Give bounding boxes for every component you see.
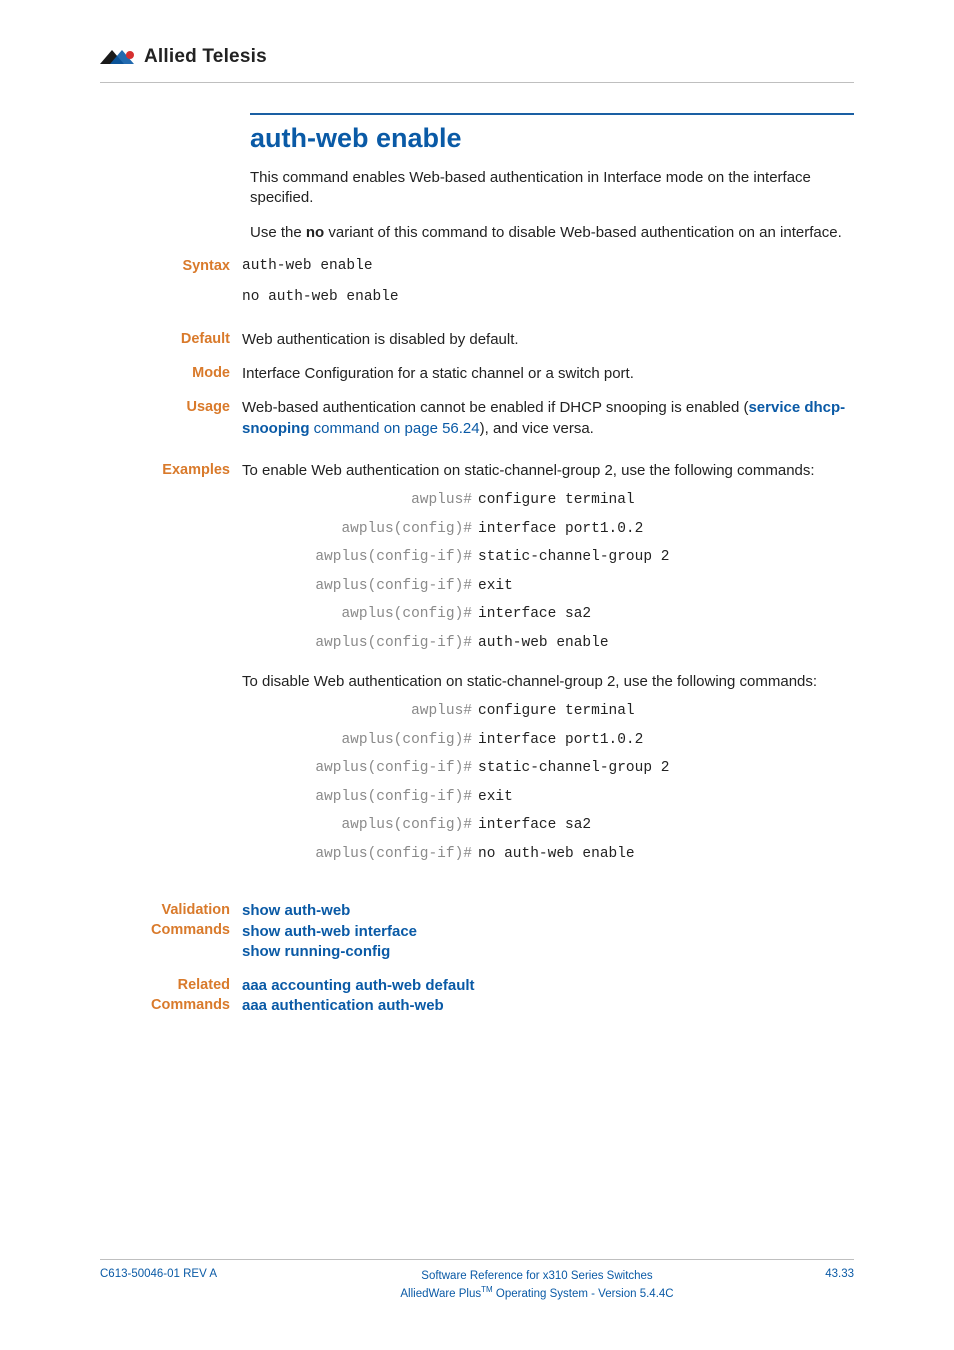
command-row: awplus#configure terminal (242, 704, 854, 719)
default-text: Web authentication is disabled by defaul… (242, 330, 854, 350)
header-rule (100, 82, 854, 83)
command: configure terminal (478, 493, 635, 508)
intro2-pre: Use the (250, 224, 306, 241)
section-validation: Validation Commands show auth-webshow au… (250, 901, 854, 962)
command-row: awplus(config)#interface port1.0.2 (242, 733, 854, 748)
logo-mark (100, 48, 138, 66)
syntax-line2: no auth-web enable (242, 288, 854, 308)
command: auth-web enable (478, 636, 609, 651)
prompt: awplus(config-if)# (242, 636, 478, 651)
footer-left: C613-50046-01 REV A (100, 1268, 300, 1280)
label-default: Default (100, 330, 242, 350)
title-rule (250, 113, 854, 115)
reference-link[interactable]: aaa authentication auth-web (242, 996, 854, 1016)
section-related: Related Commands aaa accounting auth-web… (250, 976, 854, 1017)
label-validation: Validation Commands (100, 901, 242, 940)
section-examples: Examples To enable Web authentication on… (250, 461, 854, 882)
command: interface sa2 (478, 818, 591, 833)
validation-links: show auth-webshow auth-web interfaceshow… (242, 901, 854, 962)
prompt: awplus(config)# (242, 607, 478, 622)
logo: Allied Telesis (100, 46, 854, 68)
content: auth-web enable This command enables Web… (250, 113, 854, 1017)
prompt: awplus(config-if)# (242, 550, 478, 565)
command-row: awplus(config-if)#exit (242, 790, 854, 805)
command: configure terminal (478, 704, 635, 719)
footer-center-1: Software Reference for x310 Series Switc… (300, 1268, 774, 1284)
command: exit (478, 790, 513, 805)
command: static-channel-group 2 (478, 550, 669, 565)
usage-link-page[interactable]: command on page 56.24 (310, 420, 480, 437)
label-related: Related Commands (100, 976, 242, 1015)
command-row: awplus(config-if)#auth-web enable (242, 636, 854, 651)
prompt: awplus# (242, 493, 478, 508)
enable-command-table: awplus#configure terminalawplus(config)#… (242, 493, 854, 650)
reference-link[interactable]: show running-config (242, 942, 854, 962)
usage-text: Web-based authentication cannot be enabl… (242, 398, 854, 439)
examples-enable-intro: To enable Web authentication on static-c… (242, 461, 854, 481)
section-syntax: Syntax auth-web enable no auth-web enabl… (250, 257, 854, 308)
command-row: awplus#configure terminal (242, 493, 854, 508)
command: exit (478, 579, 513, 594)
prompt: awplus(config)# (242, 818, 478, 833)
prompt: awplus(config)# (242, 522, 478, 537)
footer-center-2: AlliedWare PlusTM Operating System - Ver… (300, 1284, 774, 1302)
footer-right: 43.33 (774, 1268, 854, 1280)
command-row: awplus(config)#interface sa2 (242, 607, 854, 622)
page: Allied Telesis auth-web enable This comm… (0, 0, 954, 1350)
label-usage: Usage (100, 398, 242, 418)
label-mode: Mode (100, 364, 242, 384)
reference-link[interactable]: show auth-web interface (242, 922, 854, 942)
command-row: awplus(config-if)#no auth-web enable (242, 847, 854, 862)
section-mode: Mode Interface Configuration for a stati… (250, 364, 854, 384)
reference-link[interactable]: show auth-web (242, 901, 854, 921)
prompt: awplus(config)# (242, 733, 478, 748)
command: interface port1.0.2 (478, 522, 643, 537)
command-row: awplus(config-if)#static-channel-group 2 (242, 550, 854, 565)
section-usage: Usage Web-based authentication cannot be… (250, 398, 854, 439)
command-row: awplus(config)#interface sa2 (242, 818, 854, 833)
disable-command-table: awplus#configure terminalawplus(config)#… (242, 704, 854, 861)
prompt: awplus# (242, 704, 478, 719)
command: static-channel-group 2 (478, 761, 669, 776)
prompt: awplus(config-if)# (242, 790, 478, 805)
examples-disable-intro: To disable Web authentication on static-… (242, 672, 854, 692)
prompt: awplus(config-if)# (242, 761, 478, 776)
related-links: aaa accounting auth-web defaultaaa authe… (242, 976, 854, 1017)
label-syntax: Syntax (100, 257, 242, 277)
intro2-post: variant of this command to disable Web-b… (324, 224, 842, 241)
usage-pre: Web-based authentication cannot be enabl… (242, 399, 748, 416)
section-default: Default Web authentication is disabled b… (250, 330, 854, 350)
syntax-line1: auth-web enable (242, 257, 854, 277)
intro-1: This command enables Web-based authentic… (250, 168, 854, 209)
command: interface port1.0.2 (478, 733, 643, 748)
footer-center: Software Reference for x310 Series Switc… (300, 1268, 774, 1302)
intro-2: Use the no variant of this command to di… (250, 223, 854, 243)
command: interface sa2 (478, 607, 591, 622)
intro2-bold: no (306, 224, 324, 241)
mode-text: Interface Configuration for a static cha… (242, 364, 854, 384)
command-row: awplus(config-if)#static-channel-group 2 (242, 761, 854, 776)
command-row: awplus(config)#interface port1.0.2 (242, 522, 854, 537)
prompt: awplus(config-if)# (242, 579, 478, 594)
usage-post: ), and vice versa. (480, 420, 594, 437)
footer: C613-50046-01 REV A Software Reference f… (100, 1259, 854, 1302)
page-title: auth-web enable (250, 123, 854, 154)
logo-text: Allied Telesis (144, 46, 267, 68)
reference-link[interactable]: aaa accounting auth-web default (242, 976, 854, 996)
command: no auth-web enable (478, 847, 635, 862)
command-row: awplus(config-if)#exit (242, 579, 854, 594)
label-examples: Examples (100, 461, 242, 481)
prompt: awplus(config-if)# (242, 847, 478, 862)
footer-rule (100, 1259, 854, 1260)
